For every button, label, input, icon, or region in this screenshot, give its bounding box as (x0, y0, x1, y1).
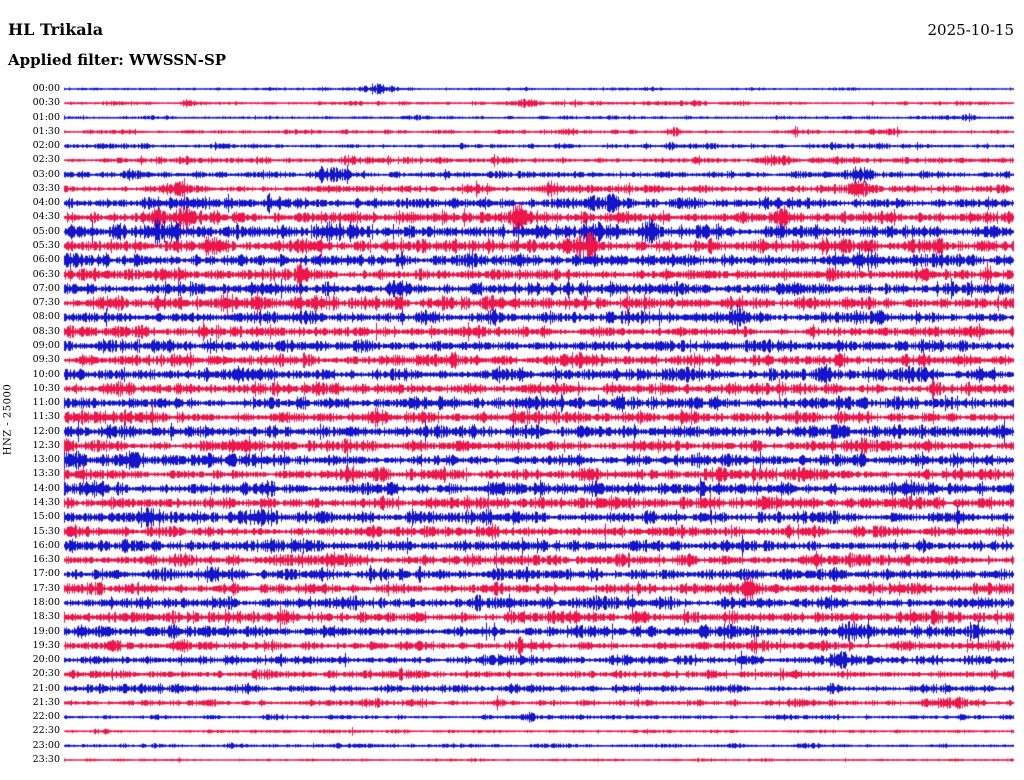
date-label: 2025-10-15 (927, 21, 1014, 39)
time-label: 07:30 (32, 296, 60, 308)
time-label: 20:00 (32, 653, 60, 665)
time-label: 10:00 (32, 368, 60, 380)
time-label: 06:30 (32, 268, 60, 280)
time-label: 21:30 (32, 696, 60, 708)
time-label: 18:00 (32, 596, 60, 608)
time-label: 15:00 (32, 511, 60, 523)
time-label: 12:30 (32, 439, 60, 451)
time-label: 11:30 (32, 411, 60, 423)
station-title: HL Trikala (8, 20, 104, 39)
time-label: 02:30 (32, 154, 60, 166)
filter-label: Applied filter: WWSSN-SP (8, 51, 227, 69)
time-label: 23:30 (32, 753, 60, 765)
time-label: 23:00 (32, 739, 60, 751)
time-label: 10:30 (32, 382, 60, 394)
time-label: 21:00 (32, 682, 60, 694)
time-label: 22:00 (32, 710, 60, 722)
time-label: 05:30 (32, 239, 60, 251)
time-label: 19:00 (32, 625, 60, 637)
time-label: 22:30 (32, 725, 60, 737)
time-label: 09:30 (32, 354, 60, 366)
time-label: 13:30 (32, 468, 60, 480)
time-label: 02:00 (32, 139, 60, 151)
time-label: 04:30 (32, 211, 60, 223)
time-label: 16:30 (32, 553, 60, 565)
time-label: 07:00 (32, 282, 60, 294)
channel-scale-label: HNZ - 25000 (2, 383, 14, 456)
time-label: 03:30 (32, 182, 60, 194)
time-label: 18:30 (32, 611, 60, 623)
time-label: 08:00 (32, 311, 60, 323)
time-label: 12:00 (32, 425, 60, 437)
time-label: 11:00 (32, 396, 60, 408)
time-label: 00:30 (32, 97, 60, 109)
time-label: 00:00 (32, 82, 60, 94)
time-label: 20:30 (32, 668, 60, 680)
time-label: 06:00 (32, 254, 60, 266)
time-label: 13:00 (32, 454, 60, 466)
time-label: 01:30 (32, 125, 60, 137)
time-label: 17:00 (32, 568, 60, 580)
time-label: 01:00 (32, 111, 60, 123)
time-label: 09:00 (32, 339, 60, 351)
time-label: 15:30 (32, 525, 60, 537)
time-label: 05:00 (32, 225, 60, 237)
time-label: 16:00 (32, 539, 60, 551)
time-label: 17:30 (32, 582, 60, 594)
time-label: 04:00 (32, 197, 60, 209)
time-label: 14:00 (32, 482, 60, 494)
time-label: 19:30 (32, 639, 60, 651)
time-label: 03:00 (32, 168, 60, 180)
time-label: 08:30 (32, 325, 60, 337)
time-label: 14:30 (32, 496, 60, 508)
